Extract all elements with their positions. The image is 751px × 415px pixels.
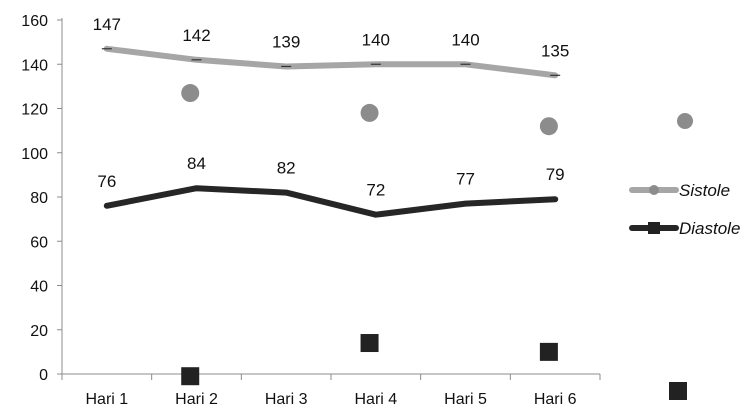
data-label: 76 [97,172,116,191]
data-label: 142 [182,26,210,45]
floating-marker-square [669,382,687,400]
x-tick-label: Hari 6 [534,391,577,408]
legend-label: Diastole [679,219,740,238]
data-label: 72 [366,181,385,200]
stray-marker-square [360,334,379,353]
y-tick-label: 140 [21,57,48,74]
legend-marker-diastole [648,222,660,234]
stray-marker-circle [539,117,558,136]
y-tick-label: 100 [21,146,48,163]
data-label: 79 [546,165,565,184]
x-tick-label: Hari 2 [175,391,218,408]
legend-label: Sistole [679,181,730,200]
floating-marker-circle [677,113,693,129]
x-tick-label: Hari 1 [85,391,128,408]
x-tick-label: Hari 3 [265,391,308,408]
stray-marker-square [539,342,558,361]
stray-marker-square [181,367,200,386]
legend-marker-sistole [649,185,659,195]
y-tick-label: 20 [30,323,48,340]
series-line-sistole [103,45,559,79]
data-label: 135 [541,41,569,60]
data-label: 140 [362,30,390,49]
y-tick-label: 120 [21,102,48,119]
data-label: 147 [93,15,121,34]
stray-marker-circle [360,103,379,122]
y-tick-label: 160 [21,13,48,30]
data-label: 77 [456,170,475,189]
series-line-diastole [103,185,559,218]
data-label: 139 [272,32,300,51]
stray-marker-circle [181,84,200,103]
y-tick-label: 80 [30,190,48,207]
data-label: 140 [451,30,479,49]
data-label: 82 [277,159,296,178]
data-label: 84 [187,154,206,173]
y-tick-label: 60 [30,234,48,251]
x-tick-label: Hari 4 [354,391,397,408]
x-tick-label: Hari 5 [444,391,487,408]
y-tick-label: 0 [39,367,48,384]
y-tick-label: 40 [30,279,48,296]
